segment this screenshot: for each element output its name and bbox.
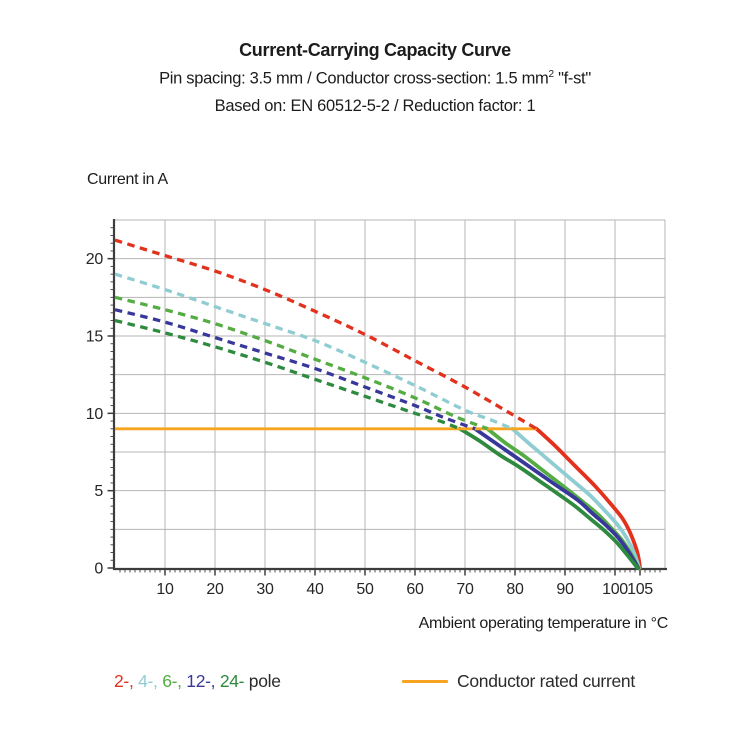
- legend-rated-current: Conductor rated current: [402, 671, 635, 692]
- y-tick-label: 15: [86, 329, 104, 346]
- y-tick-label: 20: [86, 251, 104, 268]
- y-tick-label: 0: [94, 561, 103, 578]
- legend-pole-6: 6-,: [162, 671, 187, 691]
- solid-curve-24-pole: [458, 426, 640, 570]
- x-tick-label: 10: [156, 581, 174, 598]
- legend-pole-24: 24-: [219, 671, 245, 691]
- dashed-curve-2-pole: [114, 238, 538, 431]
- solid-curve-2-pole: [534, 426, 642, 570]
- solid-curve-4-pole: [510, 426, 641, 570]
- chart-subtitle-specs: Pin spacing: 3.5 mm / Conductor cross-se…: [159, 69, 591, 88]
- x-tick-label: 90: [556, 581, 574, 598]
- legend-pole-12: 12-,: [186, 671, 220, 691]
- x-tick-label: 50: [356, 581, 374, 598]
- x-axis-title: Ambient operating temperature in °C: [418, 615, 669, 632]
- chart-subtitle-standard: Based on: EN 60512-5-2 / Reduction facto…: [214, 97, 536, 115]
- y-tick-label: 10: [86, 406, 104, 423]
- x-tick-label: 100: [602, 581, 628, 598]
- x-tick-label: 20: [206, 581, 224, 598]
- rated-current-label: Conductor rated current: [457, 671, 635, 691]
- legend-pole-word: pole: [244, 671, 281, 691]
- x-tick-label: 70: [456, 581, 474, 598]
- x-tick-label: 80: [506, 581, 524, 598]
- solid-curve-12-pole: [473, 426, 640, 570]
- legend-pole-counts: 2-, 4-, 6-, 12-, 24- pole: [114, 671, 281, 692]
- legend-pole-4: 4-,: [138, 671, 163, 691]
- x-tick-label: 40: [306, 581, 324, 598]
- dashed-curve-6-pole: [114, 295, 489, 431]
- dashed-curve-12-pole: [114, 308, 476, 431]
- dashed-curve-24-pole: [114, 318, 461, 431]
- x-tick-label: 30: [256, 581, 274, 598]
- rated-current-line-swatch: [402, 680, 448, 683]
- squared-superscript: 2: [548, 69, 555, 80]
- y-tick-label: 5: [94, 483, 103, 500]
- page-title: Current-Carrying Capacity Curve: [239, 40, 511, 60]
- x-tick-label: 60: [406, 581, 424, 598]
- dashed-curve-4-pole: [114, 272, 514, 431]
- legend-pole-2: 2-,: [114, 671, 139, 691]
- y-axis-title: Current in A: [87, 171, 168, 188]
- x-tick-label: 105: [627, 581, 653, 598]
